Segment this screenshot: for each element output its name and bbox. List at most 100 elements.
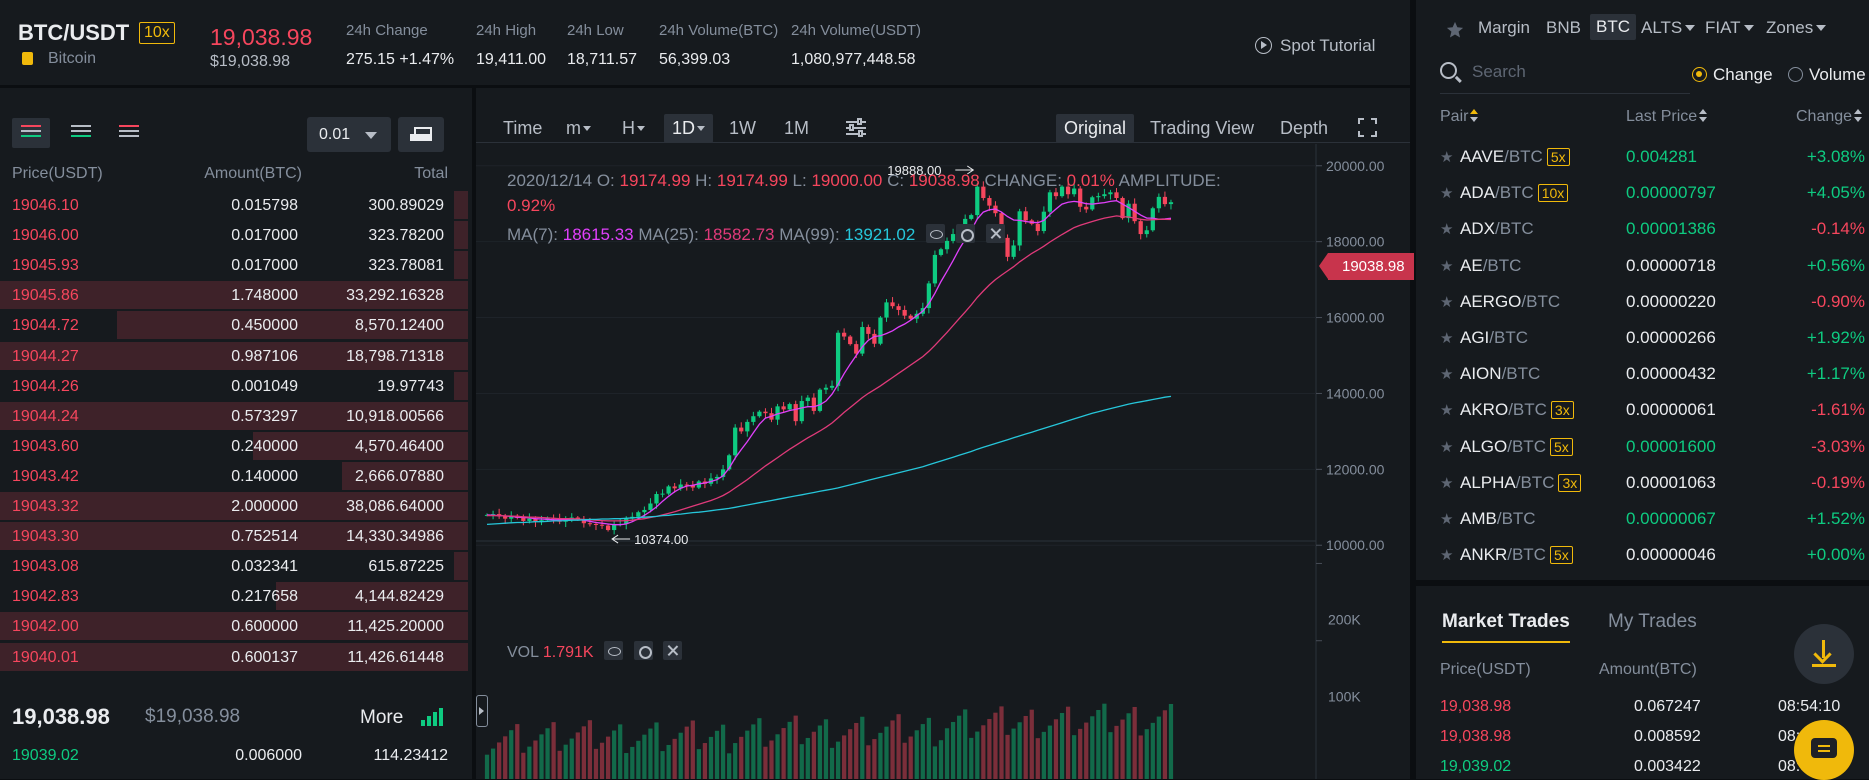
- tab-btc[interactable]: BTC: [1590, 14, 1636, 40]
- close-icon[interactable]: [662, 641, 682, 660]
- close-icon[interactable]: [985, 224, 1005, 243]
- market-row[interactable]: ★ AE/BTC 0.00000718 +0.56%: [1416, 248, 1869, 284]
- stat-label: 24h Low: [567, 22, 624, 39]
- star-icon[interactable]: ★: [1440, 330, 1454, 347]
- candle-body: [884, 302, 889, 318]
- orderbook-mode-asks[interactable]: [110, 118, 148, 148]
- market-row[interactable]: ★ ADX/BTC 0.00001386 -0.14%: [1416, 211, 1869, 247]
- interval-day-dropdown[interactable]: 1D: [664, 114, 714, 143]
- volume-bar: [720, 724, 726, 779]
- ask-row[interactable]: 19044.24 0.573297 10,918.00566: [0, 401, 468, 431]
- volume-bar: [490, 748, 496, 779]
- tab-fiat[interactable]: FIAT: [1705, 18, 1754, 38]
- star-icon[interactable]: ★: [1440, 438, 1454, 456]
- ask-row[interactable]: 19045.93 0.017000 323.78081: [0, 250, 468, 280]
- sort-pair[interactable]: Pair: [1440, 108, 1479, 126]
- eye-icon[interactable]: [926, 224, 946, 243]
- star-icon[interactable]: ★: [1440, 474, 1454, 492]
- bid-price[interactable]: 19039.02: [12, 747, 79, 764]
- download-app-button[interactable]: [1794, 624, 1854, 684]
- indicator-settings-icon[interactable]: [846, 118, 866, 137]
- gear-icon[interactable]: [955, 224, 975, 243]
- star-icon[interactable]: ★: [1440, 149, 1454, 166]
- tab-my-trades[interactable]: My Trades: [1608, 611, 1697, 632]
- candle-body: [926, 283, 931, 309]
- ask-row[interactable]: 19040.01 0.600137 11,426.61448: [0, 642, 468, 672]
- market-row[interactable]: ★ ANKR/BTC 5x 0.00000046 +0.00%: [1416, 537, 1869, 573]
- interval-month[interactable]: 1M: [784, 118, 810, 138]
- orderbook-mode-both[interactable]: [12, 118, 50, 148]
- sort-last-price[interactable]: Last Price: [1626, 108, 1708, 126]
- star-icon[interactable]: ★: [1440, 221, 1454, 239]
- ask-row[interactable]: 19042.00 0.600000 11,425.20000: [0, 611, 468, 641]
- spot-tutorial-link[interactable]: Spot Tutorial: [1255, 36, 1375, 56]
- orderbook-mode-bids[interactable]: [62, 118, 100, 148]
- market-row[interactable]: ★ AION/BTC 0.00000432 +1.17%: [1416, 356, 1869, 392]
- interval-minute-dropdown[interactable]: m: [566, 118, 591, 139]
- gear-icon[interactable]: [633, 641, 653, 660]
- expand-panel-handle[interactable]: [476, 695, 488, 727]
- market-row[interactable]: ★ ALGO/BTC 5x 0.00001600 -3.03%: [1416, 429, 1869, 465]
- volume-bar: [515, 724, 520, 779]
- market-row[interactable]: ★ AKRO/BTC 3x 0.00000061 -1.61%: [1416, 392, 1869, 428]
- view-depth[interactable]: Depth: [1280, 118, 1329, 138]
- ask-row[interactable]: 19043.32 2.000000 38,086.64000: [0, 491, 468, 521]
- candle-body: [963, 218, 968, 227]
- star-icon[interactable]: ★: [1440, 547, 1454, 565]
- tab-margin[interactable]: Margin: [1478, 18, 1530, 37]
- chat-support-button[interactable]: [1794, 720, 1854, 780]
- star-icon[interactable]: ★: [1440, 185, 1454, 203]
- fullscreen-icon[interactable]: [1358, 118, 1377, 137]
- interval-week[interactable]: 1W: [729, 118, 756, 138]
- candlestick-chart[interactable]: 20000.00 18000.00 16000.00 14000.00 12000.00…: [476, 144, 1410, 779]
- view-trading-view[interactable]: Trading View: [1150, 118, 1255, 138]
- ask-row[interactable]: 19043.60 0.240000 4,570.46400: [0, 431, 468, 461]
- tab-bnb[interactable]: BNB: [1546, 18, 1581, 37]
- interval-time[interactable]: Time: [503, 118, 543, 138]
- ask-row[interactable]: 19046.10 0.015798 300.89029: [0, 190, 468, 220]
- ask-row[interactable]: 19044.72 0.450000 8,570.12400: [0, 310, 468, 340]
- ask-row[interactable]: 19042.83 0.217658 4,144.82429: [0, 581, 468, 611]
- market-row[interactable]: ★ AERGO/BTC 0.00000220 -0.90%: [1416, 284, 1869, 320]
- pair-title[interactable]: BTC/USDT: [18, 20, 130, 45]
- market-row[interactable]: ★ AAVE/BTC 5x 0.004281 +3.08%: [1416, 139, 1869, 175]
- market-row[interactable]: ★ AMB/BTC 0.00000067 +1.52%: [1416, 501, 1869, 537]
- eye-icon[interactable]: [604, 641, 624, 660]
- star-icon[interactable]: ★: [1440, 402, 1454, 420]
- ask-row[interactable]: 19044.26 0.001049 19.97743: [0, 371, 468, 401]
- signal-bars-icon[interactable]: [421, 708, 443, 726]
- search-input[interactable]: [1472, 58, 1682, 86]
- tab-market-trades[interactable]: Market Trades: [1442, 611, 1570, 643]
- ask-row[interactable]: 19044.27 0.987106 18,798.71318: [0, 341, 468, 371]
- ask-row[interactable]: 19046.00 0.017000 323.78200: [0, 220, 468, 250]
- legend-low-label: L:: [792, 171, 807, 190]
- ask-row[interactable]: 19045.86 1.748000 33,292.16328: [0, 280, 468, 310]
- market-row[interactable]: ★ ALPHA/BTC 3x 0.00001063 -0.19%: [1416, 465, 1869, 501]
- radio-volume[interactable]: Volume: [1788, 65, 1866, 85]
- vol-tick-label: 200K: [1328, 611, 1361, 627]
- orderbook-last-price: 19,038.98: [12, 704, 110, 729]
- star-icon[interactable]: ★: [1440, 257, 1454, 275]
- tab-alts[interactable]: ALTS: [1641, 18, 1696, 38]
- ask-row[interactable]: 19043.30 0.752514 14,330.34986: [0, 521, 468, 551]
- view-original[interactable]: Original: [1056, 114, 1135, 143]
- star-icon[interactable]: ★: [1440, 366, 1454, 384]
- volume-bar: [708, 736, 714, 779]
- spot-tutorial-label: Spot Tutorial: [1280, 36, 1376, 55]
- market-row[interactable]: ★ AGI/BTC 0.00000266 +1.92%: [1416, 320, 1869, 356]
- market-row[interactable]: ★ ADA/BTC 10x 0.00000797 +4.05%: [1416, 175, 1869, 211]
- interval-hour-dropdown[interactable]: H: [622, 118, 645, 139]
- precision-select[interactable]: 0.01: [307, 117, 391, 152]
- ask-row[interactable]: 19043.08 0.032341 615.87225: [0, 551, 468, 581]
- star-icon[interactable]: ★: [1440, 511, 1454, 528]
- star-icon[interactable]: ★: [1440, 293, 1454, 311]
- coin-name-link[interactable]: Bitcoin: [48, 50, 97, 67]
- candle-body: [696, 481, 701, 488]
- more-link[interactable]: More: [360, 707, 404, 728]
- sort-change[interactable]: Change: [1796, 108, 1863, 126]
- ask-row[interactable]: 19043.42 0.140000 2,666.07880: [0, 461, 468, 491]
- tab-zones[interactable]: Zones: [1766, 18, 1827, 38]
- orderbook-settings-button[interactable]: [398, 117, 444, 152]
- radio-change[interactable]: Change: [1692, 65, 1773, 85]
- star-icon[interactable]: [1446, 21, 1464, 39]
